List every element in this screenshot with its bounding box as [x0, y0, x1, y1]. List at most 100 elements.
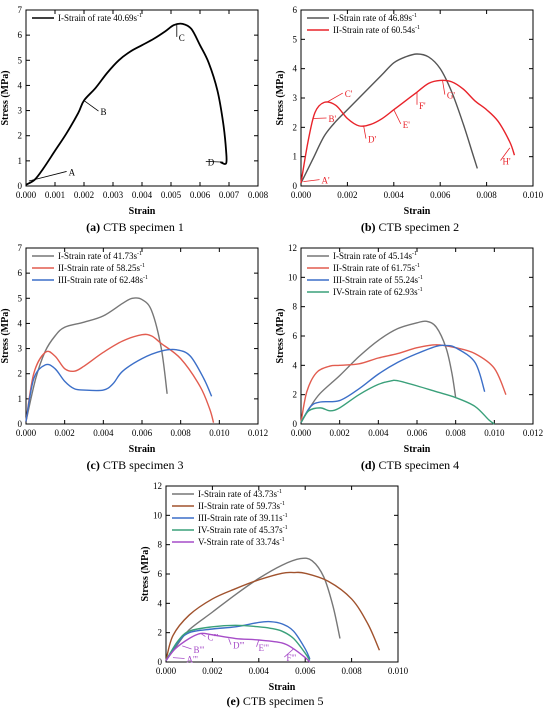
series-line-1	[25, 22, 228, 186]
x-tick-label: 0.000	[16, 428, 37, 438]
x-tick-label: 0.002	[55, 428, 75, 438]
x-tick-label: 0.010	[209, 428, 230, 438]
y-tick-label: 12	[153, 481, 162, 491]
legend-label: IV-Strain rate of 45.37s-1	[198, 525, 288, 535]
x-tick-label: 0.008	[341, 666, 362, 676]
legend-label: I-Strain of rate 40.69s-1	[58, 13, 142, 23]
y-tick-label: 6	[293, 5, 298, 15]
annotation-leader	[312, 117, 327, 119]
annotation-leader	[205, 160, 224, 163]
y-tick-label: 3	[293, 93, 298, 103]
y-axis-label: Stress (MPa)	[0, 308, 11, 363]
legend-label-sup: -1	[418, 287, 423, 293]
legend-label-sup: -1	[283, 513, 288, 519]
x-tick-label: 0.004	[249, 666, 270, 676]
caption-e: (e) CTB specimen 5	[140, 694, 410, 709]
annotation-label: H'	[503, 157, 511, 167]
legend-label: IV-Strain rate of 62.93s-1	[333, 287, 423, 297]
y-tick-label: 4	[293, 64, 298, 74]
caption-c-text: CTB specimen 3	[99, 458, 184, 472]
y-tick-label: 0	[18, 419, 23, 429]
y-tick-label: 3	[18, 106, 23, 116]
annotation-label: A'''	[187, 655, 199, 665]
caption-e-text: CTB specimen 5	[239, 694, 324, 708]
annotation-leader	[83, 100, 99, 112]
legend-label: V-Strain rate of 33.74s-1	[198, 537, 285, 547]
x-tick-label: 0.006	[430, 190, 451, 200]
series-line-5	[165, 632, 311, 663]
x-tick-label: 0.002	[202, 666, 222, 676]
chart-c-svg: 0.000 0.002 0.004 0.006 0.008 0.010 0.012 0 1 2 3 4…	[0, 243, 268, 455]
annotation-label: F'''	[286, 653, 296, 663]
x-tick-label: 0.010	[523, 190, 544, 200]
annotation-label: E'	[403, 120, 410, 130]
y-tick-label: 2	[158, 628, 163, 638]
x-tick-label: 0.004	[93, 428, 114, 438]
x-tick-label: 0.012	[523, 428, 543, 438]
y-tick-label: 10	[288, 272, 298, 282]
chart-a-svg: 0.000 0.001 0.002 0.003 0.004 0.005 0.006 0.007…	[0, 5, 269, 217]
chart-d-svg: 0.000 0.002 0.004 0.006 0.008 0.010 0.012 0 2 4 6 8…	[275, 243, 543, 455]
x-tick-label: 0.010	[484, 428, 505, 438]
annotation-label: C	[179, 33, 185, 43]
legend-label: I-Strain rate of 46.89s-1	[333, 13, 417, 23]
annotation-leader	[500, 147, 511, 161]
x-axis-label: Strain	[129, 444, 156, 455]
caption-c: (c) CTB specimen 3	[0, 458, 270, 473]
y-tick-label: 6	[158, 569, 163, 579]
y-tick-label: 0	[293, 419, 298, 429]
legend-label: I-Strain rate of 43.73s-1	[198, 489, 282, 499]
series-line-3	[25, 348, 213, 422]
y-tick-label: 2	[18, 369, 23, 379]
legend-label-sup: -1	[143, 275, 148, 281]
annotation-label: A'	[322, 176, 330, 186]
y-tick-label: 4	[18, 80, 23, 90]
annotation-leader	[200, 633, 206, 637]
x-tick-label: 0.000	[156, 666, 177, 676]
annotation-leader	[228, 638, 232, 645]
annotation-label: B'''	[194, 645, 205, 655]
plot-frame	[25, 9, 259, 187]
legend-label: I-Strain rate of 41.73s-1	[58, 251, 142, 261]
caption-c-letter: (c)	[86, 458, 100, 472]
y-tick-label: 5	[18, 55, 23, 65]
y-tick-label: 0	[18, 181, 23, 191]
y-axis-label: Stress (MPa)	[275, 308, 286, 363]
legend-label: III-Strain rate of 39.11s-1	[198, 513, 288, 523]
x-tick-label: 0.000	[291, 428, 312, 438]
annotation-label: F'	[419, 101, 426, 111]
legend-label-sup: -1	[412, 13, 417, 19]
y-tick-label: 1	[18, 156, 23, 166]
y-tick-label: 6	[18, 268, 23, 278]
x-tick-label: 0.006	[295, 666, 316, 676]
x-axis-label: Strain	[404, 206, 431, 217]
annotation-label: E'''	[258, 643, 269, 653]
x-axis-label: Strain	[269, 682, 296, 693]
x-tick-label: 0.004	[368, 428, 389, 438]
x-tick-label: 0.006	[190, 190, 211, 200]
y-tick-label: 4	[18, 318, 23, 328]
annotation-leader	[442, 80, 446, 95]
legend-label: II-Strain rate of 61.75s-1	[333, 263, 420, 273]
y-tick-label: 2	[293, 390, 298, 400]
legend-label-sup: -1	[283, 525, 288, 531]
y-axis-label: Stress (MPa)	[275, 70, 286, 125]
series-line-2	[165, 571, 381, 661]
series-line-1	[165, 557, 341, 661]
caption-d-text: CTB specimen 4	[375, 458, 460, 472]
legend-label-sup: -1	[280, 537, 285, 543]
annotation-leader	[284, 648, 294, 658]
y-tick-label: 6	[293, 331, 298, 341]
x-tick-label: 0.001	[45, 190, 65, 200]
caption-a: (a) CTB specimen 1	[0, 220, 270, 235]
x-tick-label: 0.008	[446, 428, 467, 438]
legend-label: III-Strain rate of 62.48s-1	[58, 275, 148, 285]
legend-label: II-Strain rate of 58.25s-1	[58, 263, 145, 273]
annotation-leader	[393, 109, 402, 125]
series-line-2	[300, 344, 507, 423]
x-tick-label: 0.012	[248, 428, 268, 438]
annotation-leader	[363, 125, 367, 139]
caption-e-letter: (e)	[226, 694, 240, 708]
y-tick-label: 12	[288, 243, 297, 253]
legend-label: I-Strain rate of 45.14s-1	[333, 251, 417, 261]
